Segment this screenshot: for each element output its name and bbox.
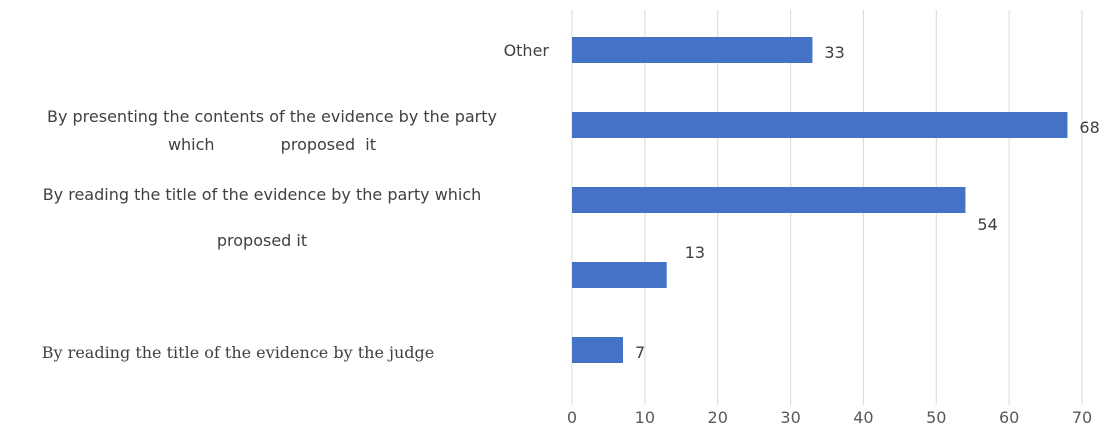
x-tick-label: 0 — [567, 408, 577, 427]
bar — [572, 187, 966, 213]
data-label: 68 — [1079, 118, 1099, 137]
category-label: proposed it — [217, 231, 307, 250]
x-tick-label: 70 — [1072, 408, 1092, 427]
data-label: 33 — [824, 43, 844, 62]
bars — [572, 37, 1068, 363]
data-label: 13 — [685, 243, 705, 262]
x-tick-label: 20 — [708, 408, 728, 427]
x-tick-label: 60 — [999, 408, 1019, 427]
category-label: Other — [504, 41, 550, 60]
x-tick-label: 30 — [780, 408, 800, 427]
labels: 0 10 20 30 40 50 60 70 33 68 54 13 7 Other By presenti… — [42, 41, 1100, 427]
x-tick-label: 50 — [926, 408, 946, 427]
category-label: By reading the title of the evidence by … — [42, 343, 434, 362]
category-label: which proposed it — [168, 135, 376, 154]
bar — [572, 37, 813, 63]
x-tick-label: 10 — [635, 408, 655, 427]
x-tick-label: 40 — [853, 408, 873, 427]
bar — [572, 262, 667, 288]
data-label: 7 — [635, 343, 645, 362]
category-label: By presenting the contents of the eviden… — [47, 107, 497, 126]
data-label: 54 — [977, 215, 997, 234]
category-label: By reading the title of the evidence by … — [43, 185, 482, 204]
bar — [572, 337, 623, 363]
bar — [572, 112, 1068, 138]
